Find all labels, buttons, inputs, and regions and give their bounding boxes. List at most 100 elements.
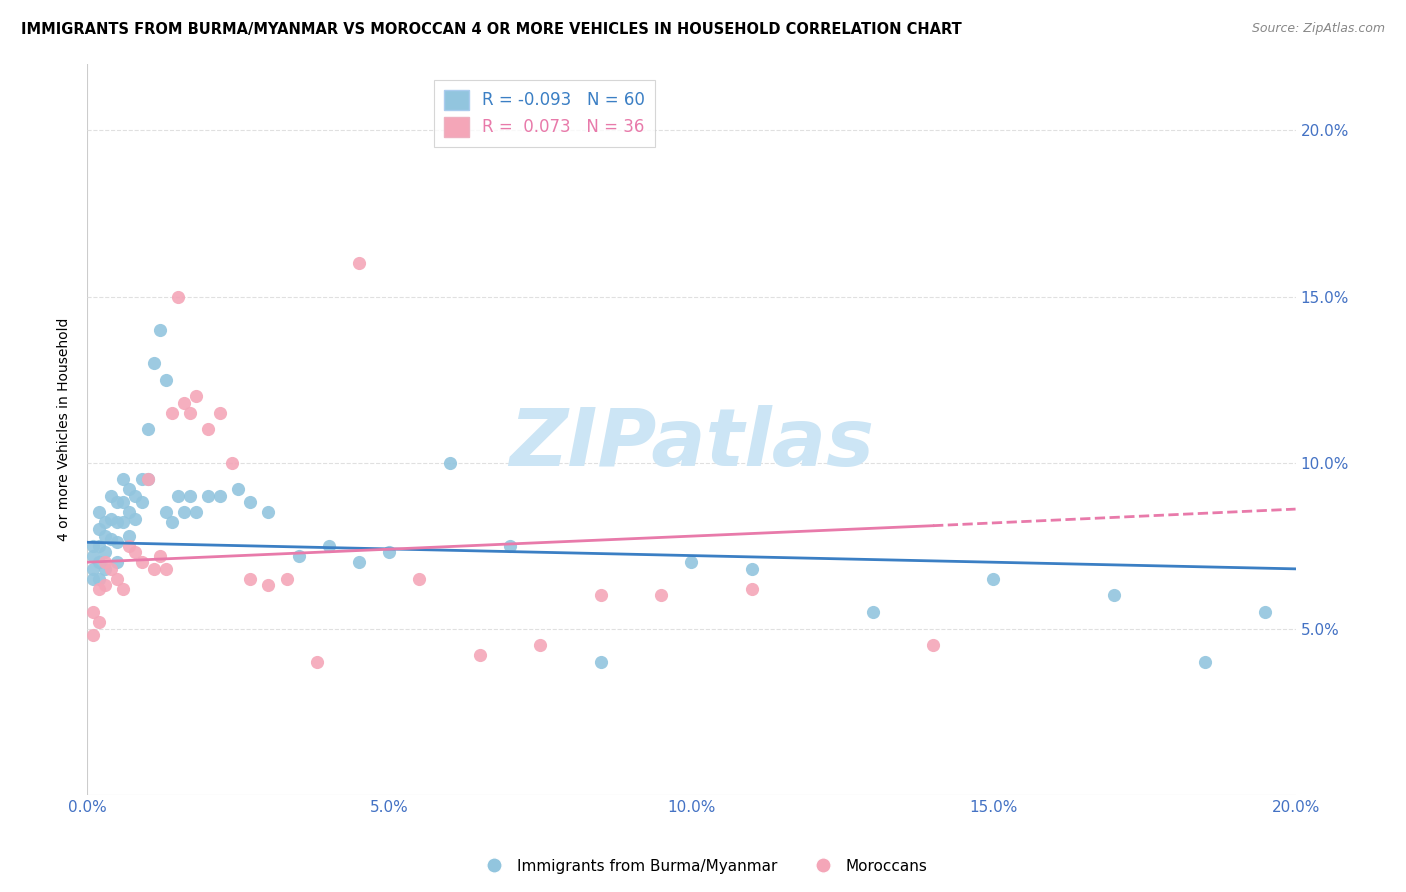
Point [149,323,172,337]
Point [82,572,104,586]
Point [82,605,104,619]
Point [149,549,172,563]
Point [124,512,146,526]
Point [209,406,232,420]
Point [105,516,128,530]
Point [89,522,111,536]
Point [179,489,201,503]
Point [681,555,703,569]
Point [105,555,128,569]
Point [589,655,612,669]
Point [142,562,165,576]
Point [112,582,135,596]
Point [197,489,219,503]
Point [89,572,111,586]
Point [922,638,945,652]
Point [318,539,340,553]
Text: IMMIGRANTS FROM BURMA/MYANMAR VS MOROCCAN 4 OR MORE VEHICLES IN HOUSEHOLD CORREL: IMMIGRANTS FROM BURMA/MYANMAR VS MOROCCA… [21,22,962,37]
Text: ZIPatlas: ZIPatlas [509,405,875,483]
Point [408,572,430,586]
Point [209,489,232,503]
Point [378,545,401,559]
Point [136,472,159,486]
Point [741,562,763,576]
Point [499,539,522,553]
Point [89,505,111,519]
Point [124,545,146,559]
Point [155,505,177,519]
Point [136,422,159,436]
Point [184,505,207,519]
Point [100,562,122,576]
Point [131,495,153,509]
Point [160,406,183,420]
Point [1254,605,1277,619]
Point [589,589,612,603]
Point [179,406,201,420]
Point [287,549,309,563]
Point [221,456,243,470]
Point [142,356,165,370]
Point [276,572,298,586]
Point [166,489,188,503]
Point [131,472,153,486]
Y-axis label: 4 or more Vehicles in Household: 4 or more Vehicles in Household [58,318,72,541]
Point [94,545,117,559]
Point [529,638,551,652]
Point [118,482,141,496]
Point [741,582,763,596]
Point [257,578,280,592]
Point [166,289,188,303]
Point [136,472,159,486]
Point [82,549,104,563]
Point [82,539,104,553]
Point [105,572,128,586]
Point [112,495,135,509]
Point [468,648,491,663]
Point [184,389,207,403]
Point [347,256,370,270]
Point [155,373,177,387]
Point [112,472,135,486]
Point [131,555,153,569]
Point [82,628,104,642]
Point [94,555,117,569]
Point [197,422,219,436]
Text: Source: ZipAtlas.com: Source: ZipAtlas.com [1251,22,1385,36]
Point [173,505,195,519]
Point [94,562,117,576]
Point [94,516,117,530]
Point [1104,589,1126,603]
Point [862,605,884,619]
Point [257,505,280,519]
Point [1194,655,1216,669]
Point [239,495,262,509]
Point [118,539,141,553]
Point [305,655,328,669]
Point [89,555,111,569]
Legend: R = -0.093   N = 60, R =  0.073   N = 36: R = -0.093 N = 60, R = 0.073 N = 36 [434,79,655,147]
Point [347,555,370,569]
Point [118,529,141,543]
Point [226,482,249,496]
Point [105,495,128,509]
Point [100,512,122,526]
Point [155,562,177,576]
Point [173,396,195,410]
Point [94,578,117,592]
Point [89,615,111,629]
Point [100,532,122,546]
Point [124,489,146,503]
Point [100,489,122,503]
Point [89,539,111,553]
Point [94,529,117,543]
Point [89,582,111,596]
Point [439,456,461,470]
Point [82,562,104,576]
Point [983,572,1005,586]
Point [650,589,672,603]
Legend: Immigrants from Burma/Myanmar, Moroccans: Immigrants from Burma/Myanmar, Moroccans [472,853,934,880]
Point [112,516,135,530]
Point [160,516,183,530]
Point [105,535,128,549]
